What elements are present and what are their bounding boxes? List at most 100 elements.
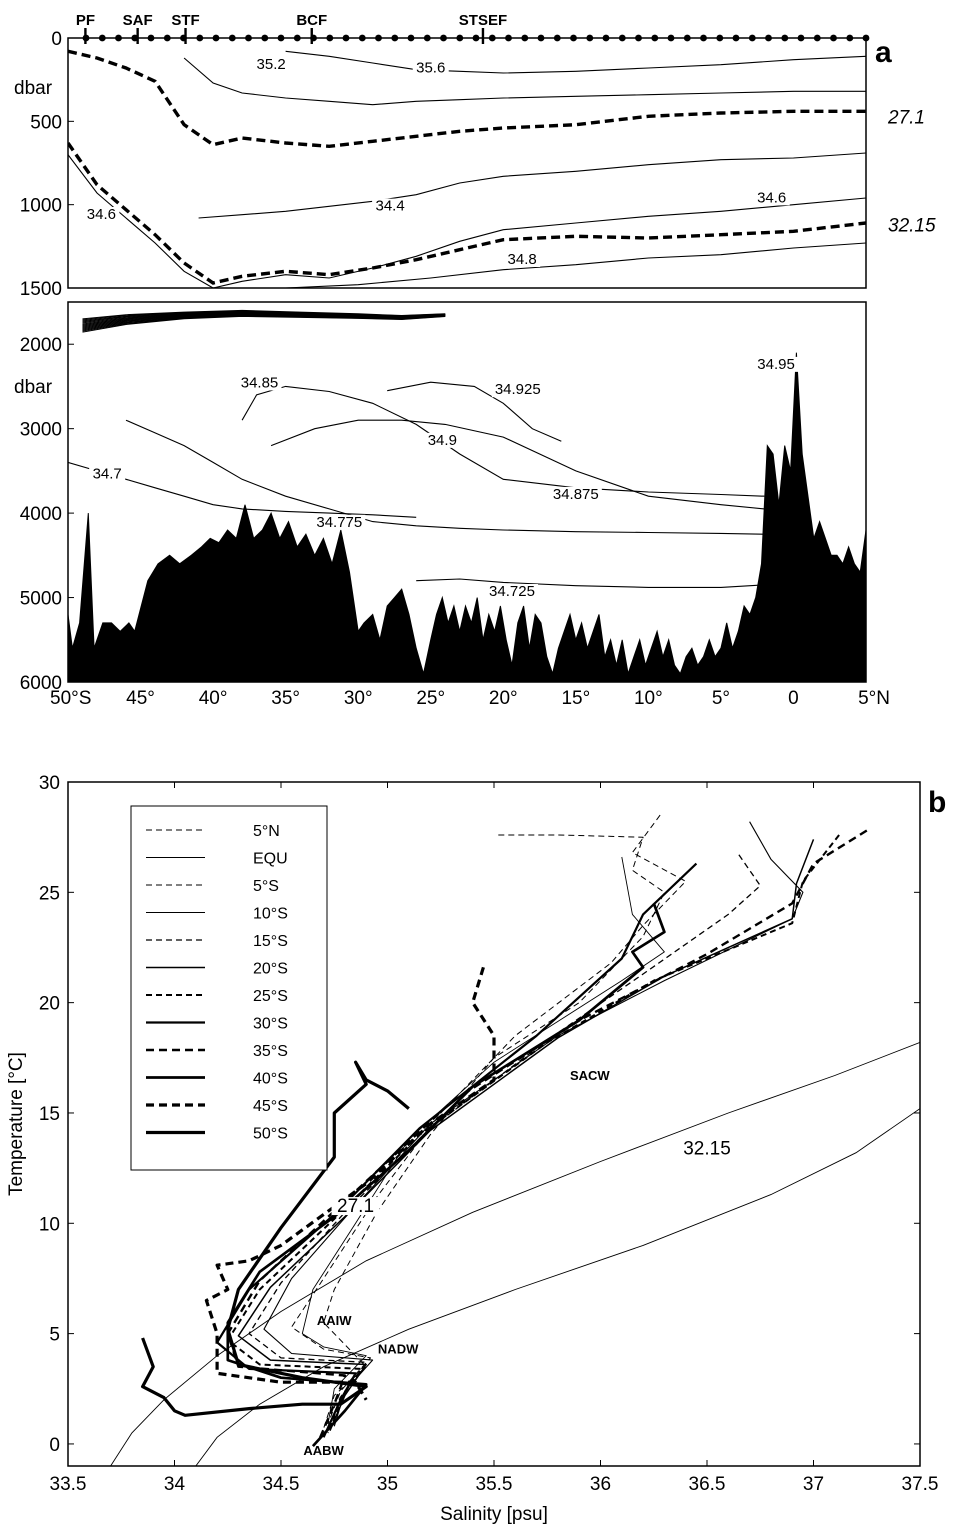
station-marker — [196, 34, 204, 42]
lower-contour-dense — [82, 315, 446, 333]
lower-contour-label: 34.775 — [316, 514, 362, 531]
ts-series-10 — [204, 966, 496, 1401]
ts-series-3 — [263, 821, 804, 1427]
panel-a: a PF SAF STF BCF STSEF 0 500 1000 1500 dbar 35.… — [14, 12, 936, 709]
ts-x-tick-label: 35 — [377, 1474, 398, 1495]
ts-y-tick-label: 5 — [49, 1325, 60, 1346]
station-marker — [163, 34, 171, 42]
legend-label: 30°S — [253, 1016, 288, 1033]
ts-series-11 — [141, 1060, 410, 1417]
lat-tick-label: 5° — [712, 688, 730, 709]
lower-contour-label: 34.7 — [93, 466, 122, 483]
station-marker — [326, 34, 334, 42]
station-marker — [147, 34, 155, 42]
upper-y-tick-label: 1000 — [20, 196, 62, 217]
ts-x-tick-label: 34 — [164, 1474, 186, 1495]
upper-contour-label: 34.6 — [87, 206, 116, 223]
front-label-bcf: BCF — [296, 12, 327, 29]
station-marker — [862, 34, 870, 42]
lower-y-tick-label: 5000 — [20, 589, 62, 610]
ts-x-axis-title: Salinity [psu] — [440, 1504, 548, 1525]
panel-a-label: a — [875, 36, 892, 69]
ts-y-tick-label: 25 — [39, 883, 60, 904]
station-marker — [488, 34, 496, 42]
lat-tick-label: 25° — [416, 688, 445, 709]
ts-isopycnal-label-bg — [331, 1197, 380, 1216]
station-marker — [358, 34, 366, 42]
station-marker — [375, 34, 382, 42]
ts-isopycnal-1 — [195, 1108, 920, 1466]
lat-tick-label: 30° — [344, 688, 373, 709]
station-marker — [391, 34, 399, 42]
station-marker — [683, 34, 691, 42]
lat-tick-label: 45° — [126, 688, 155, 709]
front-label-saf: SAF — [123, 12, 153, 29]
contour-label-bg — [424, 432, 461, 448]
station-marker — [700, 34, 707, 42]
upper-contour-label: 34.6 — [757, 189, 786, 206]
station-marker — [456, 34, 464, 42]
upper-contour-label: 35.6 — [416, 59, 445, 76]
upper-contour-label: 34.8 — [508, 251, 537, 268]
contour-label-bg — [504, 252, 541, 267]
contour-label-bg — [491, 382, 544, 398]
legend-label: 25°S — [253, 988, 288, 1005]
lat-tick-label: 50°S — [50, 688, 91, 709]
upper-isopycnal-0 — [68, 49, 866, 149]
lat-tick-label: 15° — [561, 688, 590, 709]
ts-isopycnal-label-bg — [683, 1139, 731, 1158]
station-marker — [423, 34, 431, 42]
bathymetry — [68, 352, 866, 682]
station-marker — [521, 34, 529, 42]
legend-label: 45°S — [253, 1098, 288, 1115]
contour-label-bg — [372, 198, 409, 214]
water-mass-labels: SACW AAIW NADW AABW — [303, 1068, 610, 1458]
station-marker — [732, 34, 740, 42]
station-marker — [635, 34, 642, 42]
upper-contour-label: 34.4 — [376, 198, 405, 215]
upper-y-unit: dbar — [14, 78, 53, 99]
ts-x-tick-label: 36.5 — [689, 1474, 726, 1495]
station-marker — [716, 34, 724, 42]
station-marker — [472, 34, 480, 42]
ts-series-6 — [226, 834, 840, 1434]
contour-label-bg — [253, 57, 290, 72]
lower-plot-frame — [67, 301, 867, 683]
lower-contour-label: 34.9 — [428, 432, 457, 449]
lower-contour-label: 34.875 — [553, 486, 599, 503]
front-label-stf: STF — [171, 12, 199, 29]
front-label-pf: PF — [76, 12, 95, 29]
ts-isopycnal-label: 32.15 — [683, 1139, 731, 1160]
ts-series-2 — [291, 814, 687, 1425]
contour-label-bg — [485, 584, 538, 600]
upper-y-tick-label: 500 — [30, 112, 62, 133]
upper-contour-3 — [183, 57, 866, 106]
ts-x-tick-label: 33.5 — [50, 1474, 87, 1495]
contour-label-bg — [313, 514, 366, 530]
upper-isopycnal-labels: 27.1 32.15 — [887, 107, 936, 236]
station-marker — [846, 34, 854, 42]
ts-x-tick-label: 37.5 — [902, 1474, 939, 1495]
station-marker — [748, 34, 756, 42]
station-marker — [618, 34, 626, 42]
contour-label-bg — [753, 190, 790, 206]
lat-tick-label: 0 — [788, 688, 799, 709]
upper-contour-4 — [285, 50, 866, 74]
ts-series-1 — [301, 856, 665, 1425]
ts-isopycnal-label: 27.1 — [337, 1196, 374, 1217]
upper-plot-frame — [67, 37, 867, 289]
lower-salinity-contours — [68, 309, 794, 588]
contour-label-bg — [549, 486, 602, 502]
ts-x-tick-label: 34.5 — [263, 1474, 300, 1495]
station-marker — [212, 34, 220, 42]
upper-y-tick-label: 0 — [51, 29, 62, 50]
ts-x-tick-label: 35.5 — [476, 1474, 513, 1495]
lower-y-tick-label: 6000 — [20, 673, 62, 694]
upper-contour-labels: 35.2 35.6 34.6 34.4 34.6 34.8 — [83, 56, 790, 268]
upper-contour-2 — [213, 242, 866, 288]
station-marker — [245, 34, 252, 42]
contour-label-bg — [89, 466, 126, 482]
